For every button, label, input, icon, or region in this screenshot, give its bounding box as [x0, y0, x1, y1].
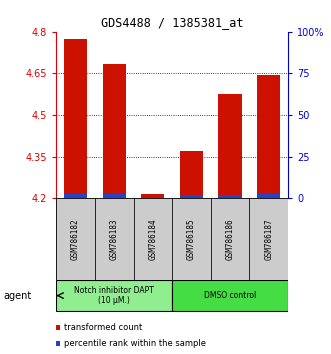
- Bar: [141, 194, 165, 198]
- FancyBboxPatch shape: [249, 198, 288, 280]
- Text: GSM786184: GSM786184: [148, 218, 157, 260]
- Bar: [64, 39, 87, 198]
- Bar: [141, 197, 165, 198]
- Text: GSM786187: GSM786187: [264, 218, 273, 260]
- Bar: [257, 194, 280, 198]
- Text: GSM786185: GSM786185: [187, 218, 196, 260]
- Bar: [103, 64, 126, 198]
- FancyBboxPatch shape: [56, 198, 95, 280]
- Bar: [218, 195, 242, 198]
- Bar: [64, 194, 87, 198]
- FancyBboxPatch shape: [95, 198, 133, 280]
- FancyBboxPatch shape: [56, 198, 288, 280]
- Text: DMSO control: DMSO control: [204, 291, 256, 300]
- FancyBboxPatch shape: [172, 198, 211, 280]
- Bar: [257, 75, 280, 198]
- Text: Notch inhibitor DAPT
(10 μM.): Notch inhibitor DAPT (10 μM.): [74, 286, 154, 305]
- Text: GSM786182: GSM786182: [71, 218, 80, 260]
- FancyBboxPatch shape: [133, 198, 172, 280]
- Bar: [218, 94, 242, 198]
- Text: percentile rank within the sample: percentile rank within the sample: [64, 339, 206, 348]
- Title: GDS4488 / 1385381_at: GDS4488 / 1385381_at: [101, 16, 243, 29]
- FancyBboxPatch shape: [56, 280, 172, 311]
- FancyBboxPatch shape: [211, 198, 249, 280]
- Text: agent: agent: [3, 291, 31, 301]
- Bar: [103, 194, 126, 198]
- Bar: [180, 151, 203, 198]
- Text: GSM786186: GSM786186: [225, 218, 235, 260]
- Text: transformed count: transformed count: [64, 323, 142, 332]
- Bar: [180, 195, 203, 198]
- Text: GSM786183: GSM786183: [110, 218, 119, 260]
- FancyBboxPatch shape: [172, 280, 288, 311]
